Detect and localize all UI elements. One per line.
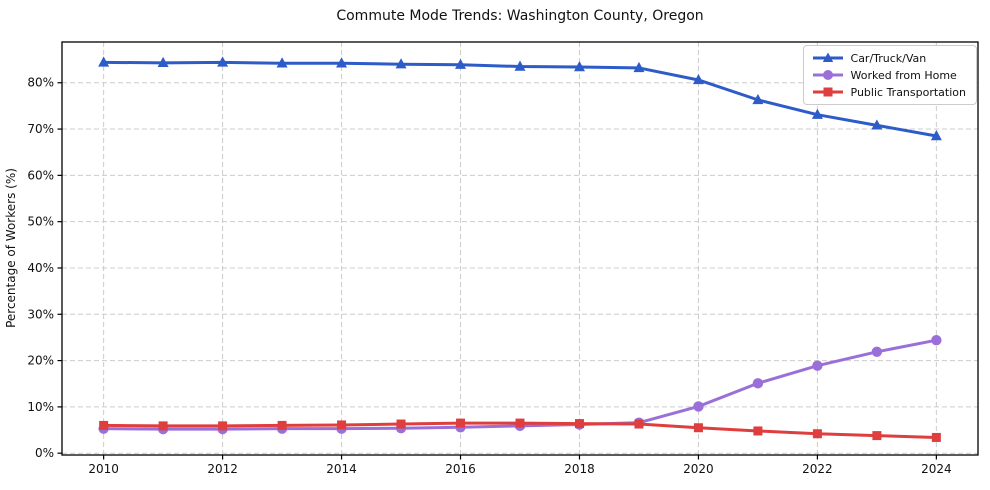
marker-circle-worked-from-home xyxy=(752,378,764,389)
x-tick-label: 2014 xyxy=(326,462,357,476)
marker-triangle-car-truck-van xyxy=(930,130,942,141)
marker-triangle-car-truck-van xyxy=(514,60,526,71)
legend-triangle-marker-icon xyxy=(812,52,843,62)
x-tick-label: 2022 xyxy=(802,462,833,476)
marker-square-public-transportation xyxy=(218,421,228,431)
legend-label: Car/Truck/Van xyxy=(850,51,927,65)
y-tick-label: 80% xyxy=(27,76,54,90)
legend-item-car-truck-van: Car/Truck/Van xyxy=(812,51,966,65)
y-tick-label: 30% xyxy=(27,307,54,321)
marker-square-public-transportation xyxy=(753,426,763,436)
marker-square-public-transportation xyxy=(99,420,109,430)
marker-circle-worked-from-home xyxy=(812,360,823,371)
marker-triangle-car-truck-van xyxy=(157,56,169,68)
marker-triangle-car-truck-van xyxy=(871,119,883,130)
x-tick-label: 2024 xyxy=(921,462,952,476)
marker-square-public-transportation xyxy=(337,420,347,430)
marker-square-public-transportation xyxy=(872,431,882,441)
marker-triangle-car-truck-van xyxy=(573,61,585,72)
y-tick-label: 70% xyxy=(27,122,54,136)
marker-triangle-car-truck-van xyxy=(395,58,407,69)
y-tick-label: 10% xyxy=(27,400,54,414)
marker-triangle-car-truck-van xyxy=(811,108,823,119)
legend: Car/Truck/Van Worked from Home Public Tran… xyxy=(802,45,977,105)
x-tick-label: 2010 xyxy=(88,462,119,476)
marker-circle-worked-from-home xyxy=(693,401,704,412)
marker-square-public-transportation xyxy=(158,421,168,431)
legend-item-public-transportation: Public Transportation xyxy=(812,85,966,99)
axes-frame xyxy=(61,41,979,456)
marker-square-public-transportation xyxy=(693,423,703,433)
marker-square-public-transportation xyxy=(456,418,466,428)
marker-square-public-transportation xyxy=(931,432,941,442)
marker-square-public-transportation xyxy=(574,419,584,429)
x-tick-label: 2012 xyxy=(207,462,238,476)
marker-triangle-car-truck-van xyxy=(455,58,467,69)
legend-label: Worked from Home xyxy=(850,68,957,82)
marker-triangle-car-truck-van xyxy=(217,56,229,67)
marker-triangle-car-truck-van xyxy=(276,57,288,68)
marker-square-public-transportation xyxy=(515,418,525,428)
x-tick-label: 2020 xyxy=(683,462,714,476)
marker-square-public-transportation xyxy=(634,419,644,429)
legend-label: Public Transportation xyxy=(850,85,966,99)
marker-square-public-transportation xyxy=(812,429,822,439)
y-tick-label: 50% xyxy=(27,215,54,229)
series-line-worked-from-home xyxy=(102,338,938,431)
x-tick-label: 2016 xyxy=(445,462,476,476)
marker-triangle-car-truck-van xyxy=(336,57,348,68)
marker-triangle-car-truck-van xyxy=(692,73,704,85)
y-tick-label: 20% xyxy=(27,354,54,368)
marker-circle-worked-from-home xyxy=(931,335,942,346)
x-tick-label: 2018 xyxy=(564,462,595,476)
chart-title: Commute Mode Trends: Washington County, … xyxy=(336,8,704,24)
legend-circle-marker-icon xyxy=(812,70,843,80)
marker-triangle-car-truck-van xyxy=(633,61,645,73)
marker-square-public-transportation xyxy=(396,419,406,429)
marker-triangle-car-truck-van xyxy=(752,93,764,105)
y-tick-label: 0% xyxy=(35,446,54,460)
legend-item-worked-from-home: Worked from Home xyxy=(812,68,966,82)
y-tick-label: 40% xyxy=(27,261,54,275)
marker-triangle-car-truck-van xyxy=(98,56,110,67)
legend-square-marker-icon xyxy=(812,87,843,97)
marker-circle-worked-from-home xyxy=(871,346,883,357)
marker-square-public-transportation xyxy=(277,420,287,430)
y-tick-label: 60% xyxy=(27,168,54,182)
